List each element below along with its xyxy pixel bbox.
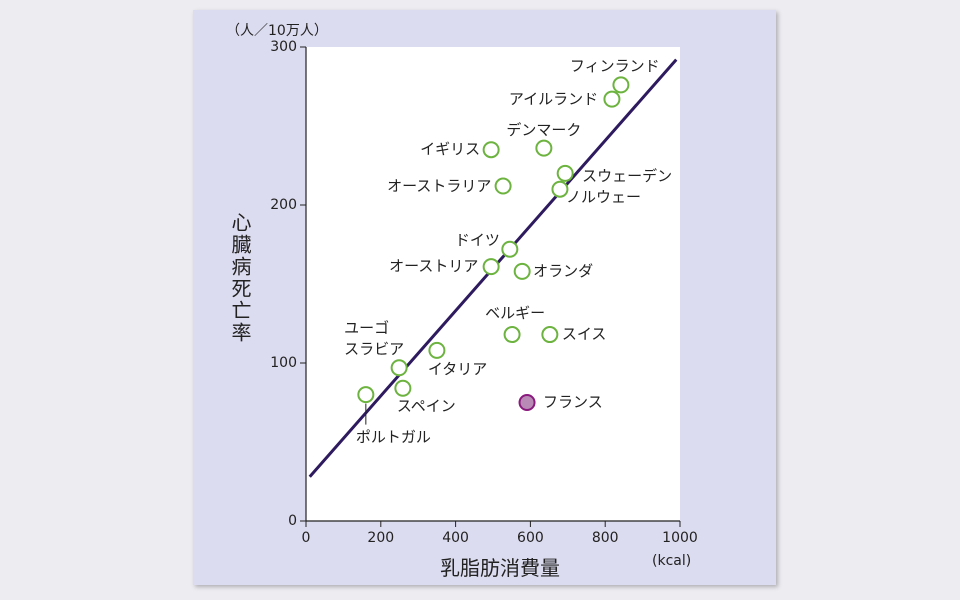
point: [518, 394, 536, 411]
point: [501, 240, 519, 258]
y-axis-title: 心臓病死亡率: [228, 212, 252, 344]
y-unit-label: （人／10万人）: [226, 23, 328, 39]
point-label: フランス: [543, 393, 603, 411]
point-label: アイルランド: [508, 89, 599, 108]
point: [357, 386, 375, 404]
point-label: ドイツ: [454, 230, 500, 249]
point-label: イギリス: [420, 140, 481, 159]
point: [551, 180, 569, 198]
x-tick-label: 200: [367, 530, 394, 546]
x-tick-label: 400: [442, 530, 469, 546]
point-label: スウェーデン: [582, 166, 673, 185]
x-axis-title: 乳脂肪消費量: [440, 556, 560, 580]
point-label: ユーゴ スラビア: [344, 318, 405, 358]
y-tick-label: 300: [270, 39, 297, 55]
point-label: デンマーク: [506, 120, 582, 139]
point: [390, 359, 408, 377]
point: [541, 326, 559, 344]
point-label: オランダ: [533, 261, 594, 280]
y-tick-label: 200: [270, 197, 297, 213]
point-label: オーストリア: [389, 257, 479, 276]
point: [482, 141, 500, 159]
x-tick-label: 600: [517, 530, 544, 546]
point: [603, 90, 621, 108]
point: [535, 139, 553, 157]
point: [513, 262, 531, 280]
x-tick-label: 1000: [662, 530, 698, 546]
y-tick-label: 100: [270, 355, 297, 371]
y-tick-label: 0: [288, 513, 297, 529]
x-unit-label: (kcal): [652, 553, 692, 569]
point-label: オーストラリア: [387, 176, 492, 195]
point: [556, 164, 574, 182]
point-label: ポルトガル: [355, 428, 431, 447]
point-label: フィンランド: [569, 57, 660, 76]
point-label: イタリア: [427, 359, 488, 378]
point-label: スイス: [561, 325, 607, 344]
point: [394, 379, 412, 397]
point: [494, 177, 512, 195]
x-tick-label: 800: [592, 530, 619, 546]
point-label: ノルウェー: [565, 187, 641, 206]
point: [503, 326, 521, 344]
point: [428, 341, 446, 359]
point: [612, 76, 630, 94]
point-label: スペイン: [396, 396, 456, 415]
x-tick-label: 0: [302, 530, 311, 546]
point-label: ベルギー: [485, 304, 546, 323]
point: [482, 258, 500, 276]
